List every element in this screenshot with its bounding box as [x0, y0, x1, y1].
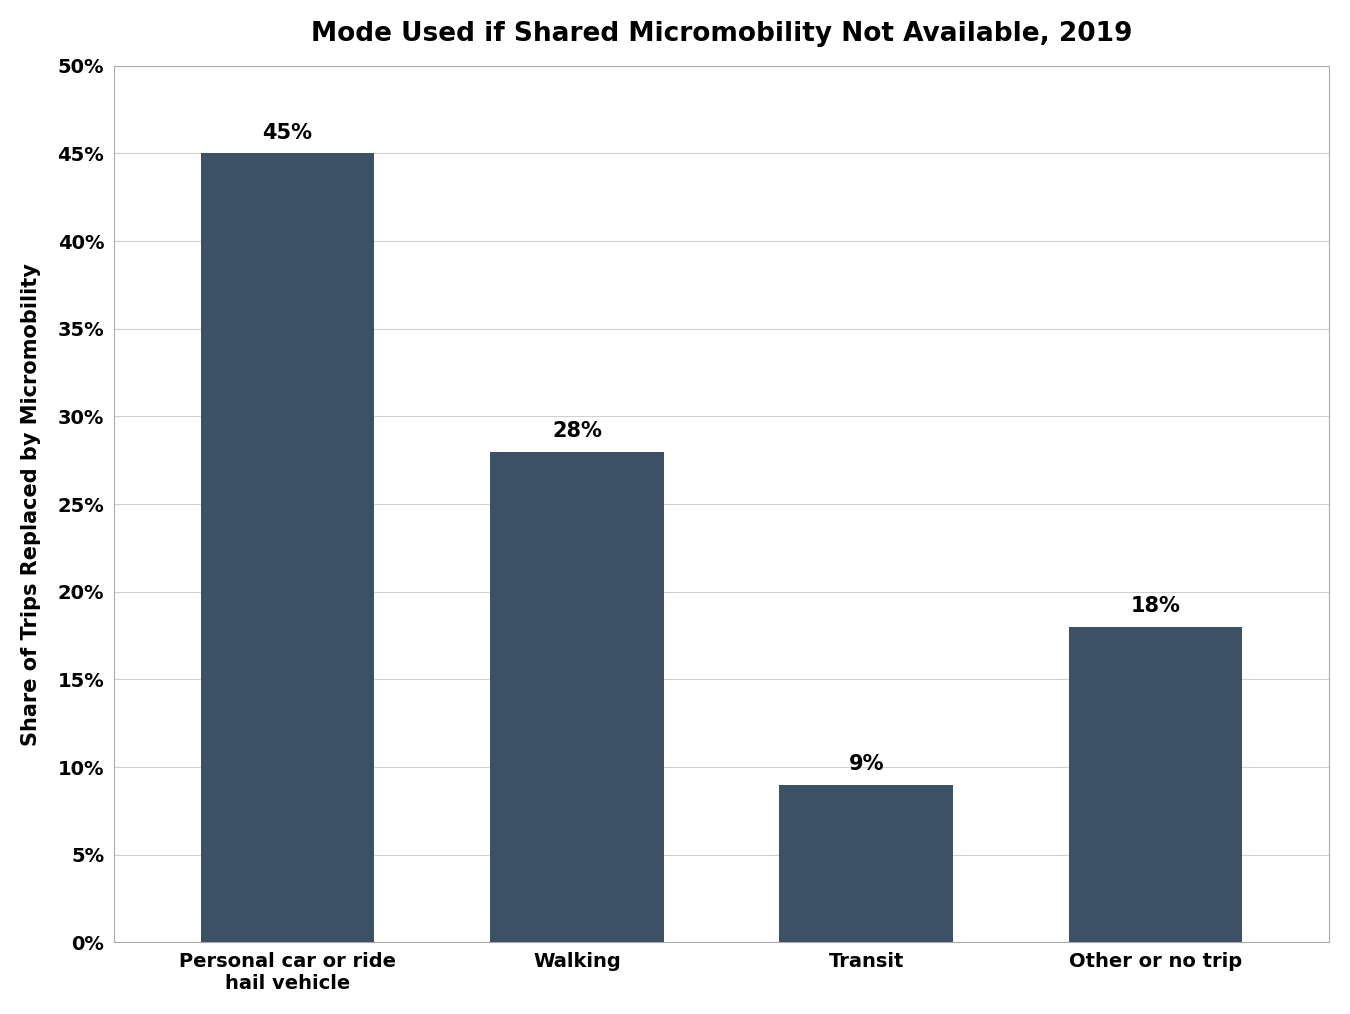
Bar: [779, 785, 953, 942]
Text: 18%: 18%: [1131, 596, 1180, 617]
Bar: [1069, 627, 1242, 942]
Title: Mode Used if Shared Micromobility Not Available, 2019: Mode Used if Shared Micromobility Not Av…: [310, 21, 1133, 47]
Text: 9%: 9%: [849, 754, 884, 774]
Text: 45%: 45%: [262, 123, 313, 143]
Bar: [201, 153, 374, 942]
Bar: [490, 451, 664, 942]
Text: 28%: 28%: [552, 421, 602, 441]
Y-axis label: Share of Trips Replaced by Micromobility: Share of Trips Replaced by Micromobility: [20, 263, 40, 745]
